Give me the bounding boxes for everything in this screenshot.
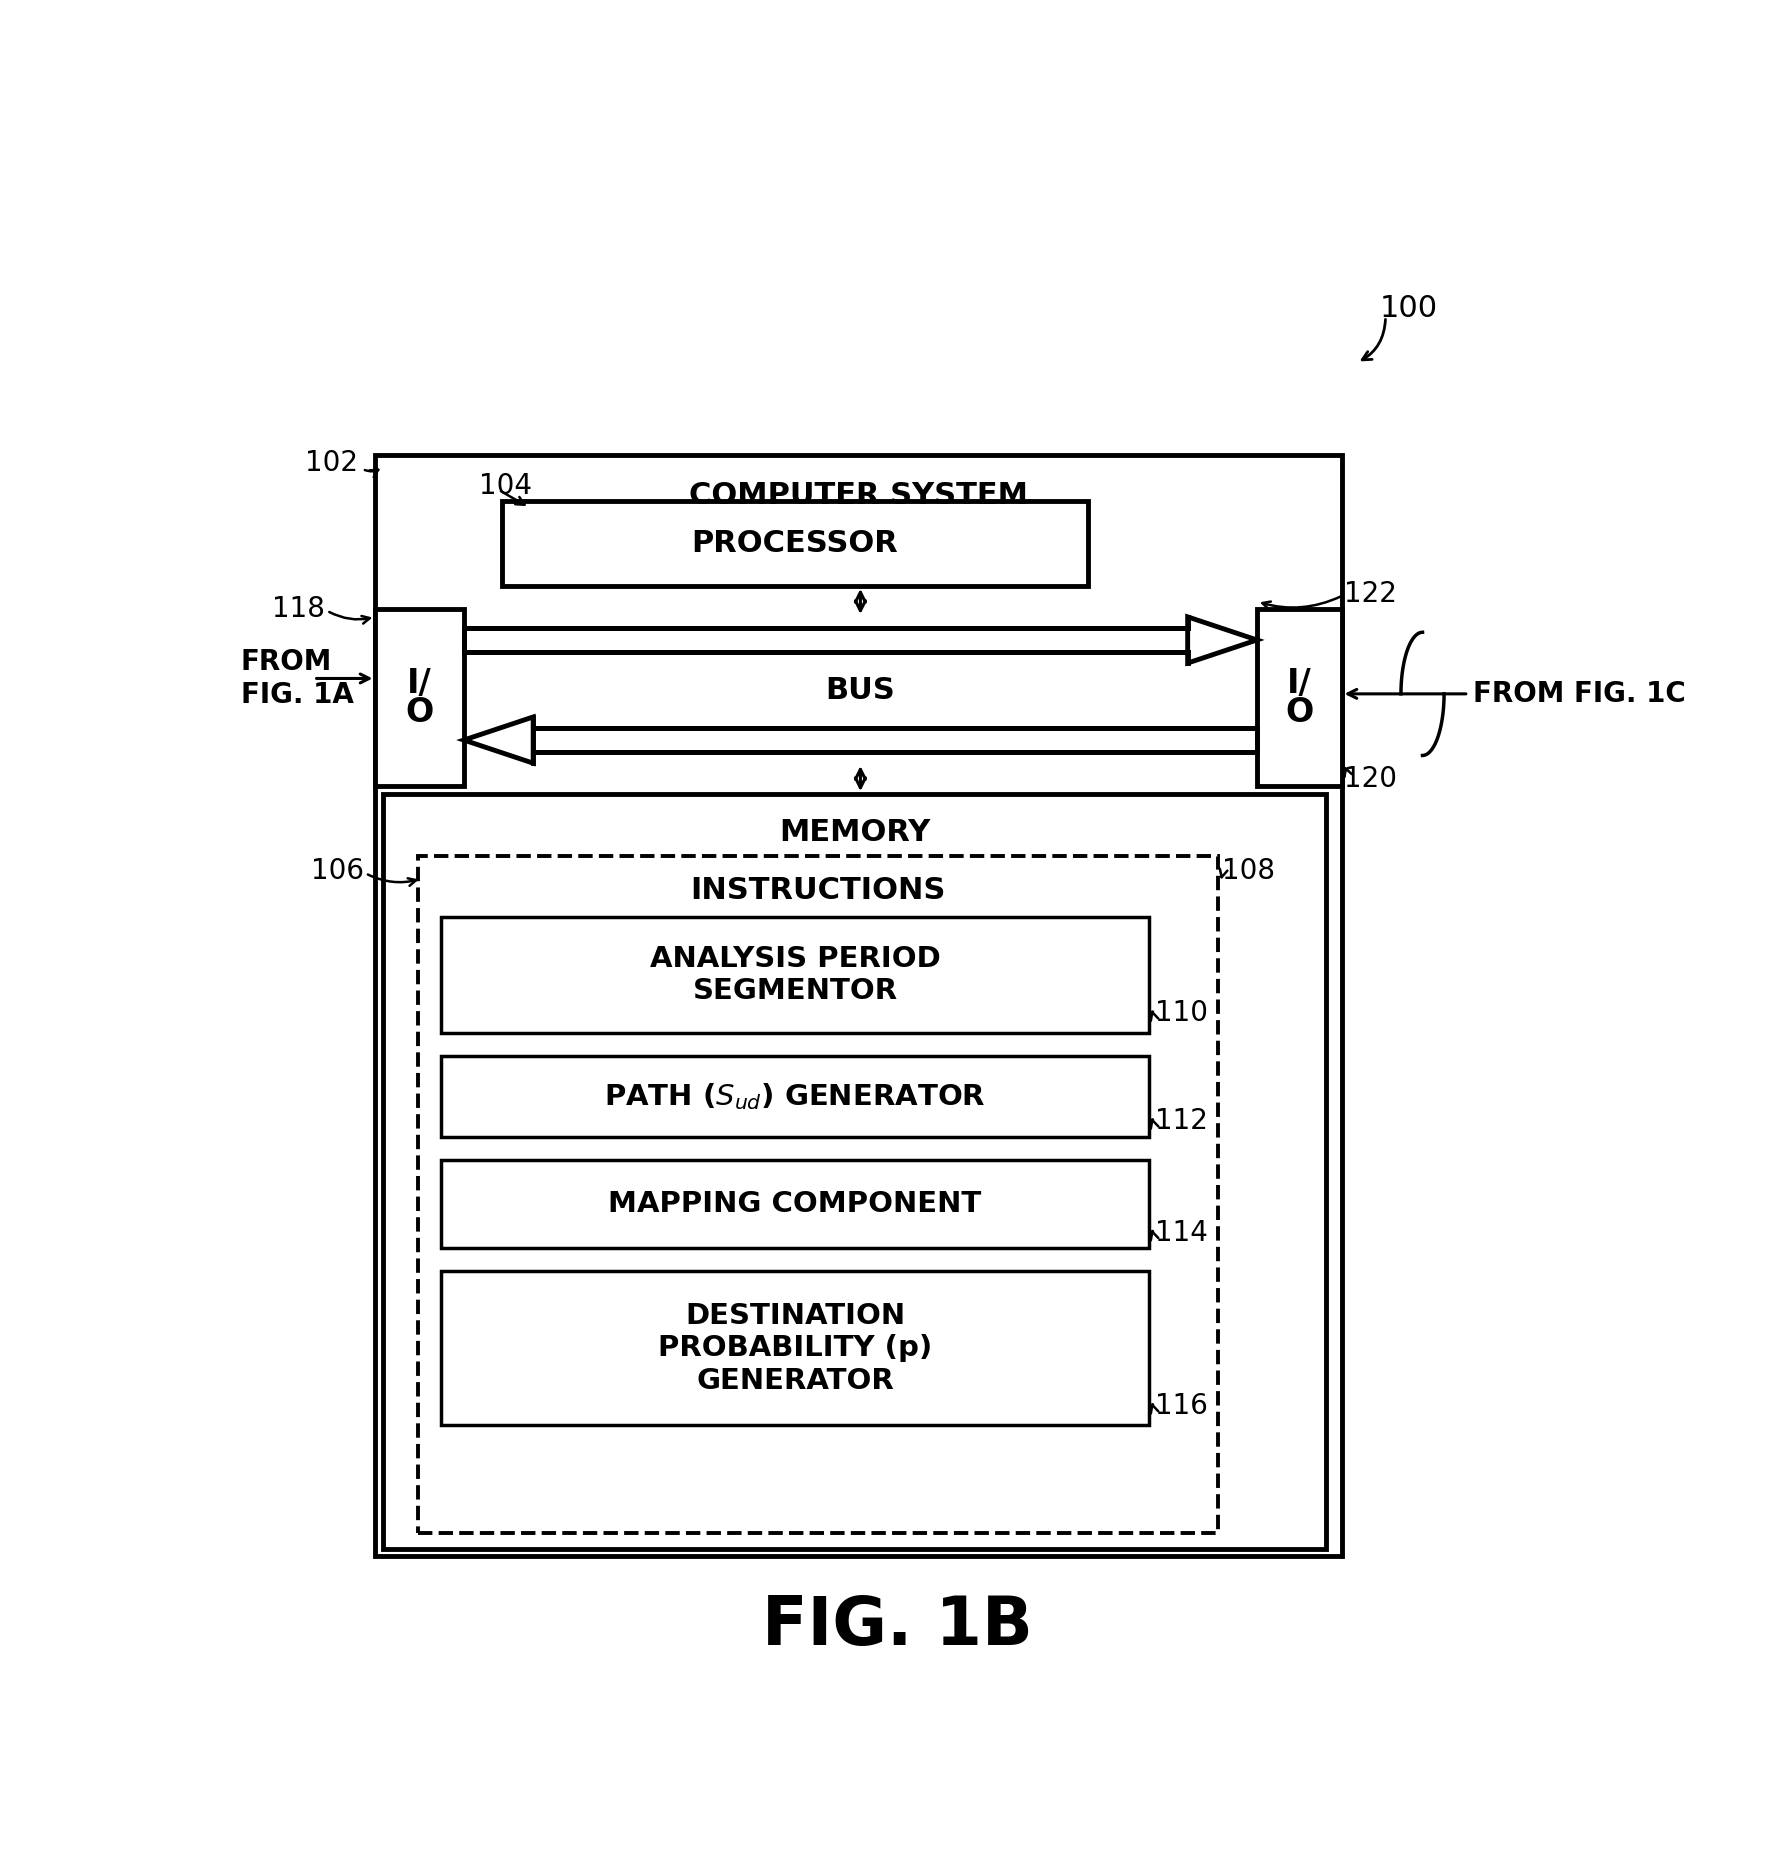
Text: I/
O: I/ O: [406, 667, 434, 729]
Text: MEMORY: MEMORY: [779, 818, 931, 846]
Text: PATH ($S_{ud}$) GENERATOR: PATH ($S_{ud}$) GENERATOR: [604, 1082, 985, 1111]
Bar: [442, 917, 1150, 1033]
Bar: [419, 856, 1219, 1534]
Bar: [442, 1272, 1150, 1425]
Text: FROM
FIG. 1A: FROM FIG. 1A: [240, 648, 353, 708]
Bar: [376, 456, 1342, 1556]
Text: FROM FIG. 1C: FROM FIG. 1C: [1473, 680, 1685, 708]
Text: 106: 106: [311, 857, 364, 885]
Text: MAPPING COMPONENT: MAPPING COMPONENT: [608, 1190, 982, 1218]
Bar: [442, 1160, 1150, 1248]
Bar: [533, 729, 1257, 753]
Text: ANALYSIS PERIOD
SEGMENTOR: ANALYSIS PERIOD SEGMENTOR: [650, 945, 940, 1005]
Text: 118: 118: [272, 596, 325, 624]
Text: 120: 120: [1344, 764, 1397, 792]
Text: BUS: BUS: [825, 676, 895, 704]
Text: FIG. 1B: FIG. 1B: [761, 1593, 1033, 1659]
Text: 104: 104: [479, 473, 532, 501]
Text: 100: 100: [1381, 295, 1438, 323]
Bar: [1257, 609, 1342, 786]
Bar: [502, 501, 1088, 587]
Text: 110: 110: [1155, 999, 1208, 1027]
Text: 112: 112: [1155, 1108, 1208, 1136]
Bar: [442, 1055, 1150, 1136]
Text: COMPUTER SYSTEM: COMPUTER SYSTEM: [689, 480, 1028, 510]
Text: 116: 116: [1155, 1392, 1208, 1420]
Text: 102: 102: [306, 448, 358, 476]
Text: PROCESSOR: PROCESSOR: [692, 529, 899, 559]
Text: 114: 114: [1155, 1218, 1208, 1246]
Text: I/
O: I/ O: [1286, 667, 1314, 729]
Bar: [464, 628, 1189, 652]
Text: 108: 108: [1222, 857, 1275, 885]
Bar: [383, 794, 1326, 1549]
Text: 122: 122: [1344, 579, 1397, 607]
Polygon shape: [464, 717, 533, 764]
Text: DESTINATION
PROBABILITY (p)
GENERATOR: DESTINATION PROBABILITY (p) GENERATOR: [659, 1302, 932, 1395]
Polygon shape: [1189, 616, 1257, 663]
Bar: [376, 609, 464, 786]
Text: INSTRUCTIONS: INSTRUCTIONS: [691, 876, 947, 904]
